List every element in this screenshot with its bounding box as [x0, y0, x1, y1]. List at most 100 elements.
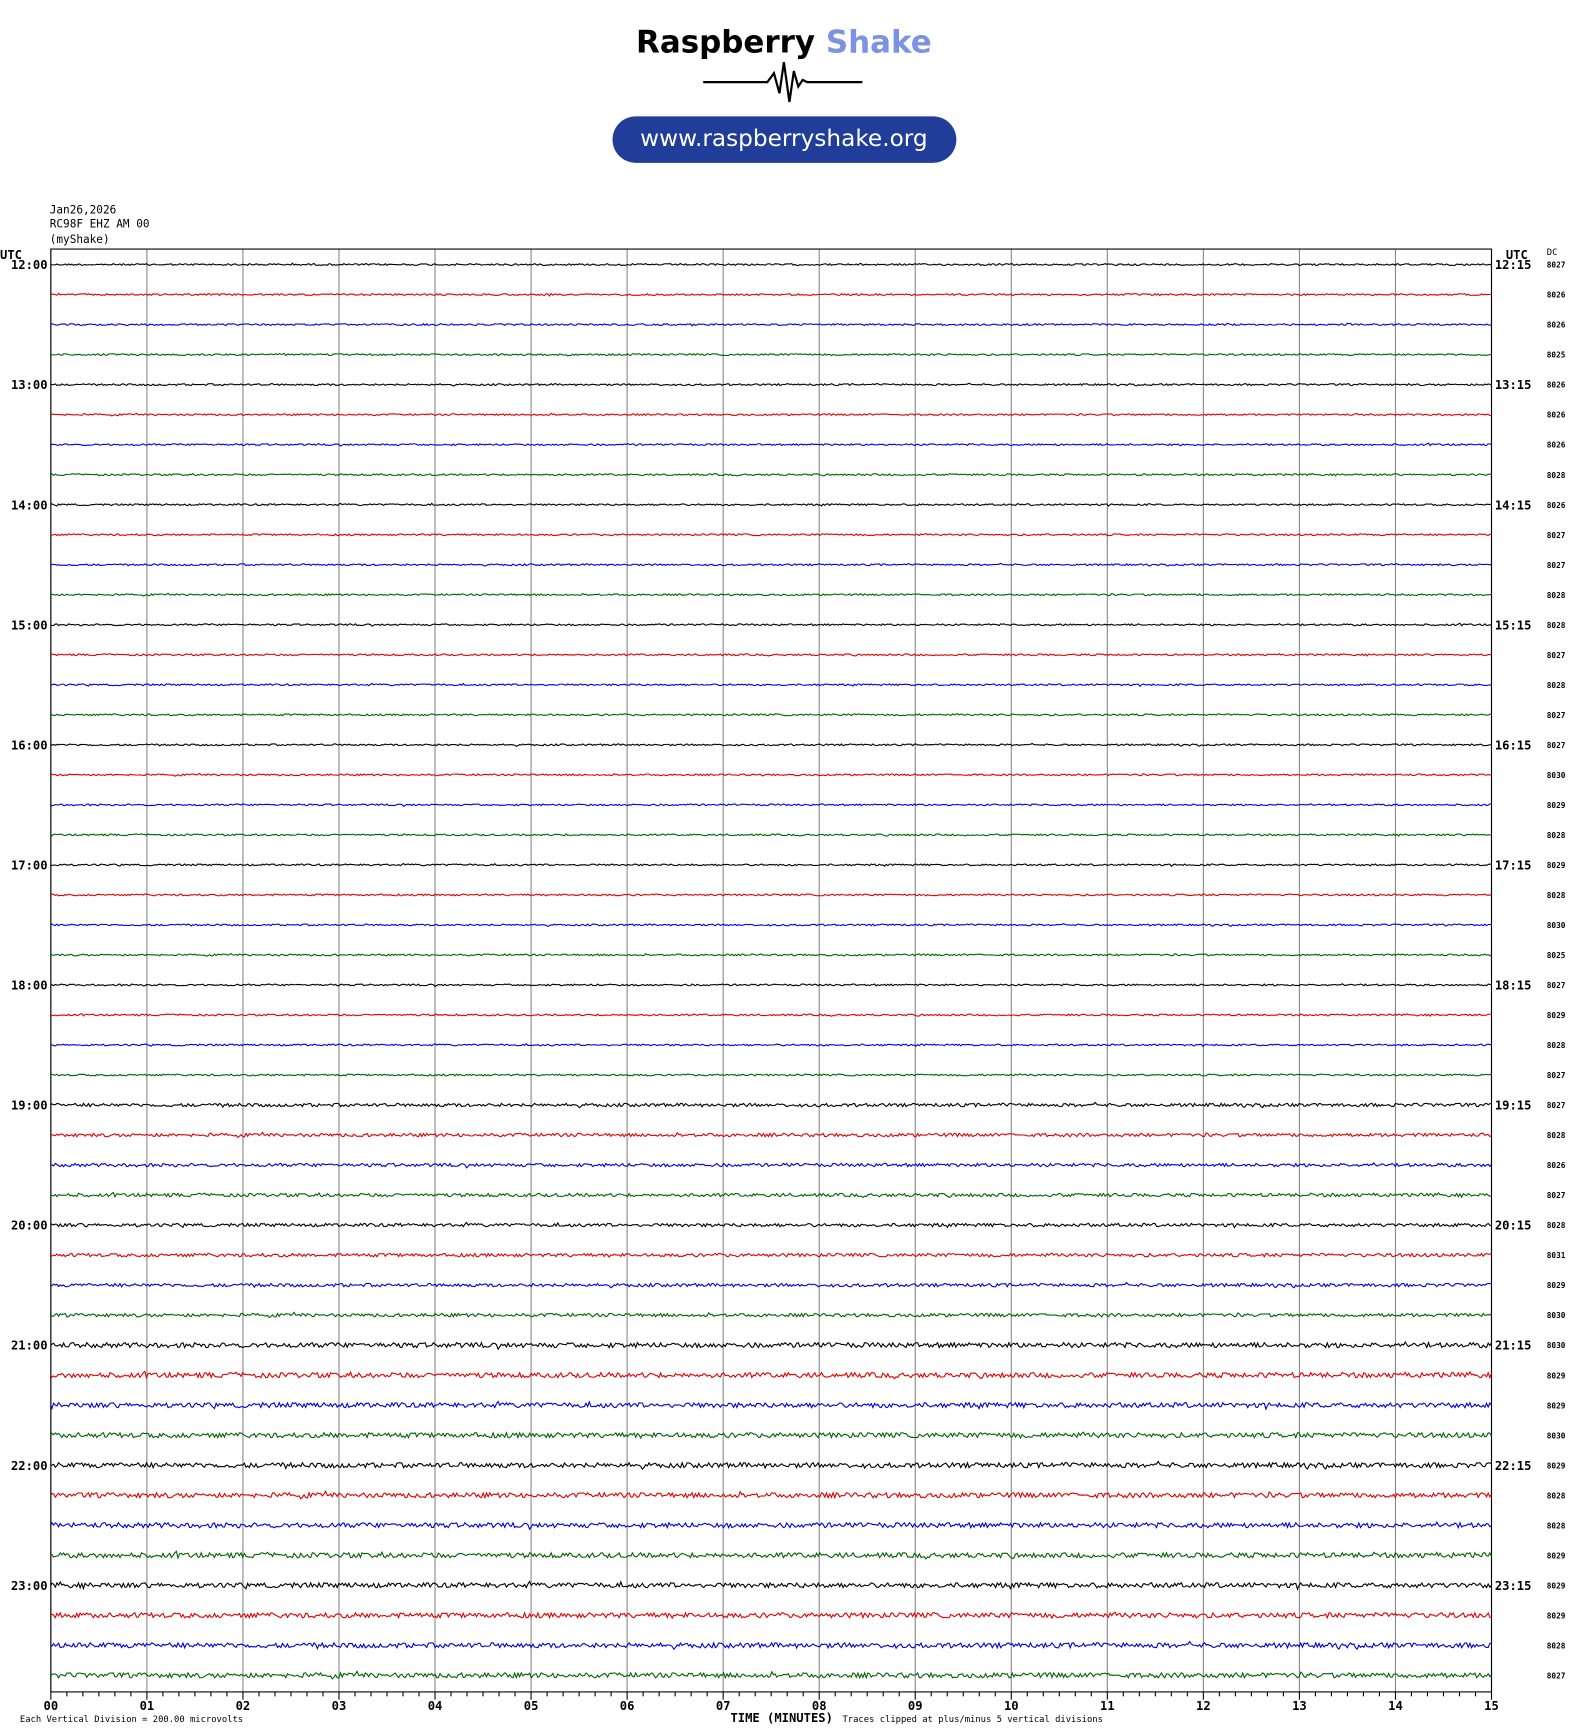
- trace: [50, 772, 1492, 777]
- trace: [50, 682, 1492, 688]
- left-time-label: 14:00: [11, 498, 48, 512]
- left-time-label: 23:00: [11, 1579, 48, 1593]
- trace: [50, 1161, 1492, 1169]
- dc-value: 8027: [1547, 561, 1566, 570]
- dc-value: 8028: [1547, 1131, 1566, 1140]
- left-time-label: 17:00: [11, 858, 48, 872]
- x-tick-label: 11: [1100, 1699, 1115, 1713]
- dc-value: 8028: [1547, 1491, 1566, 1500]
- trace: [50, 562, 1492, 567]
- left-time-label: 13:00: [11, 378, 48, 392]
- trace: [50, 622, 1492, 627]
- dc-value: 8028: [1547, 1521, 1566, 1530]
- x-tick-label: 14: [1388, 1699, 1403, 1713]
- trace: [50, 533, 1492, 537]
- left-axis-title: UTC: [0, 248, 22, 262]
- brand-second: Shake: [826, 24, 932, 60]
- dc-value: 8029: [1547, 1401, 1566, 1410]
- trace: [50, 1131, 1492, 1139]
- right-axis-title: UTC: [1506, 248, 1528, 262]
- right-time-label: 23:15: [1495, 1579, 1532, 1593]
- trace: [50, 952, 1492, 957]
- dc-value: 8026: [1547, 291, 1566, 300]
- right-time-label: 19:15: [1495, 1099, 1532, 1113]
- plot-frame: [50, 248, 1493, 1693]
- trace: [50, 1101, 1492, 1109]
- trace: [50, 1431, 1492, 1440]
- dc-value: 8025: [1547, 351, 1566, 360]
- x-tick-label: 13: [1292, 1699, 1307, 1713]
- trace: [50, 472, 1492, 477]
- date: Jan26,2026: [50, 203, 117, 216]
- trace: [50, 262, 1492, 267]
- dc-value: 8030: [1547, 1341, 1566, 1350]
- dc-value: 8029: [1547, 801, 1566, 810]
- dc-value: 8026: [1547, 501, 1566, 510]
- dc-value: 8029: [1547, 1551, 1566, 1560]
- trace: [50, 442, 1492, 447]
- dc-value: 8029: [1547, 1011, 1566, 1020]
- url[interactable]: www.raspberryshake.org: [640, 125, 928, 152]
- x-tick-label: 03: [332, 1699, 347, 1713]
- brand: Raspberry Shake: [636, 24, 932, 60]
- x-tick-label: 10: [1004, 1699, 1019, 1713]
- trace: [50, 1370, 1493, 1380]
- trace: [50, 983, 1492, 988]
- trace: [50, 1221, 1492, 1229]
- dc-value: 8028: [1547, 1641, 1566, 1650]
- trace: [50, 742, 1492, 747]
- dc-value: 8029: [1547, 1611, 1566, 1620]
- dc-value: 8028: [1547, 591, 1566, 600]
- dc-value: 8025: [1547, 951, 1566, 960]
- x-tick-label: 01: [140, 1699, 155, 1713]
- x-tick-label: 00: [44, 1699, 59, 1713]
- trace: [50, 352, 1492, 357]
- dc-value: 8028: [1547, 891, 1566, 900]
- dc-value: 8026: [1547, 1161, 1566, 1170]
- trace: [50, 652, 1492, 657]
- right-time-label: 22:15: [1495, 1459, 1532, 1473]
- trace: [50, 713, 1492, 717]
- trace: [50, 1400, 1492, 1411]
- trace: [50, 1460, 1492, 1471]
- x-tick-label: 08: [812, 1699, 827, 1713]
- dc-value: 8030: [1547, 921, 1566, 930]
- trace: [50, 1670, 1492, 1680]
- dc-value: 8028: [1547, 471, 1566, 480]
- trace: [50, 1640, 1492, 1651]
- dc-value: 8028: [1547, 1221, 1566, 1230]
- trace: [50, 592, 1492, 597]
- x-tick-label: 06: [620, 1699, 635, 1713]
- dc-value: 8027: [1547, 741, 1566, 750]
- trace: [50, 1073, 1492, 1077]
- trace: [50, 1043, 1492, 1048]
- trace: [50, 922, 1492, 927]
- source: (myShake): [50, 233, 110, 246]
- right-time-label: 13:15: [1495, 378, 1532, 392]
- right-time-label: 21:15: [1495, 1339, 1532, 1353]
- right-time-label: 16:15: [1495, 738, 1532, 752]
- dc-value: 8028: [1547, 681, 1566, 690]
- trace: [50, 502, 1492, 507]
- dc-value: 8026: [1547, 321, 1566, 330]
- x-tick-label: 05: [524, 1699, 539, 1713]
- trace: [50, 862, 1492, 867]
- dc-value: 8027: [1547, 981, 1566, 990]
- url-button[interactable]: [612, 116, 957, 163]
- dc-value: 8027: [1547, 261, 1566, 270]
- dc-value: 8026: [1547, 411, 1566, 420]
- right-time-label: 20:15: [1495, 1219, 1532, 1233]
- footer-right: Traces clipped at plus/minus 5 vertical …: [842, 1715, 1102, 1725]
- dc-value: 8028: [1547, 831, 1566, 840]
- trace: [50, 802, 1492, 807]
- dc-title: DC: [1547, 248, 1558, 258]
- trace: [50, 382, 1492, 387]
- dc-value: 8027: [1547, 1671, 1566, 1680]
- station: RC98F EHZ AM 00: [50, 218, 150, 231]
- left-time-label: 15:00: [11, 618, 48, 632]
- dc-value: 8029: [1547, 1371, 1566, 1380]
- dc-value: 8027: [1547, 1071, 1566, 1080]
- footer-left: Each Vertical Division = 200.00 microvol…: [20, 1715, 243, 1725]
- trace: [50, 1550, 1493, 1560]
